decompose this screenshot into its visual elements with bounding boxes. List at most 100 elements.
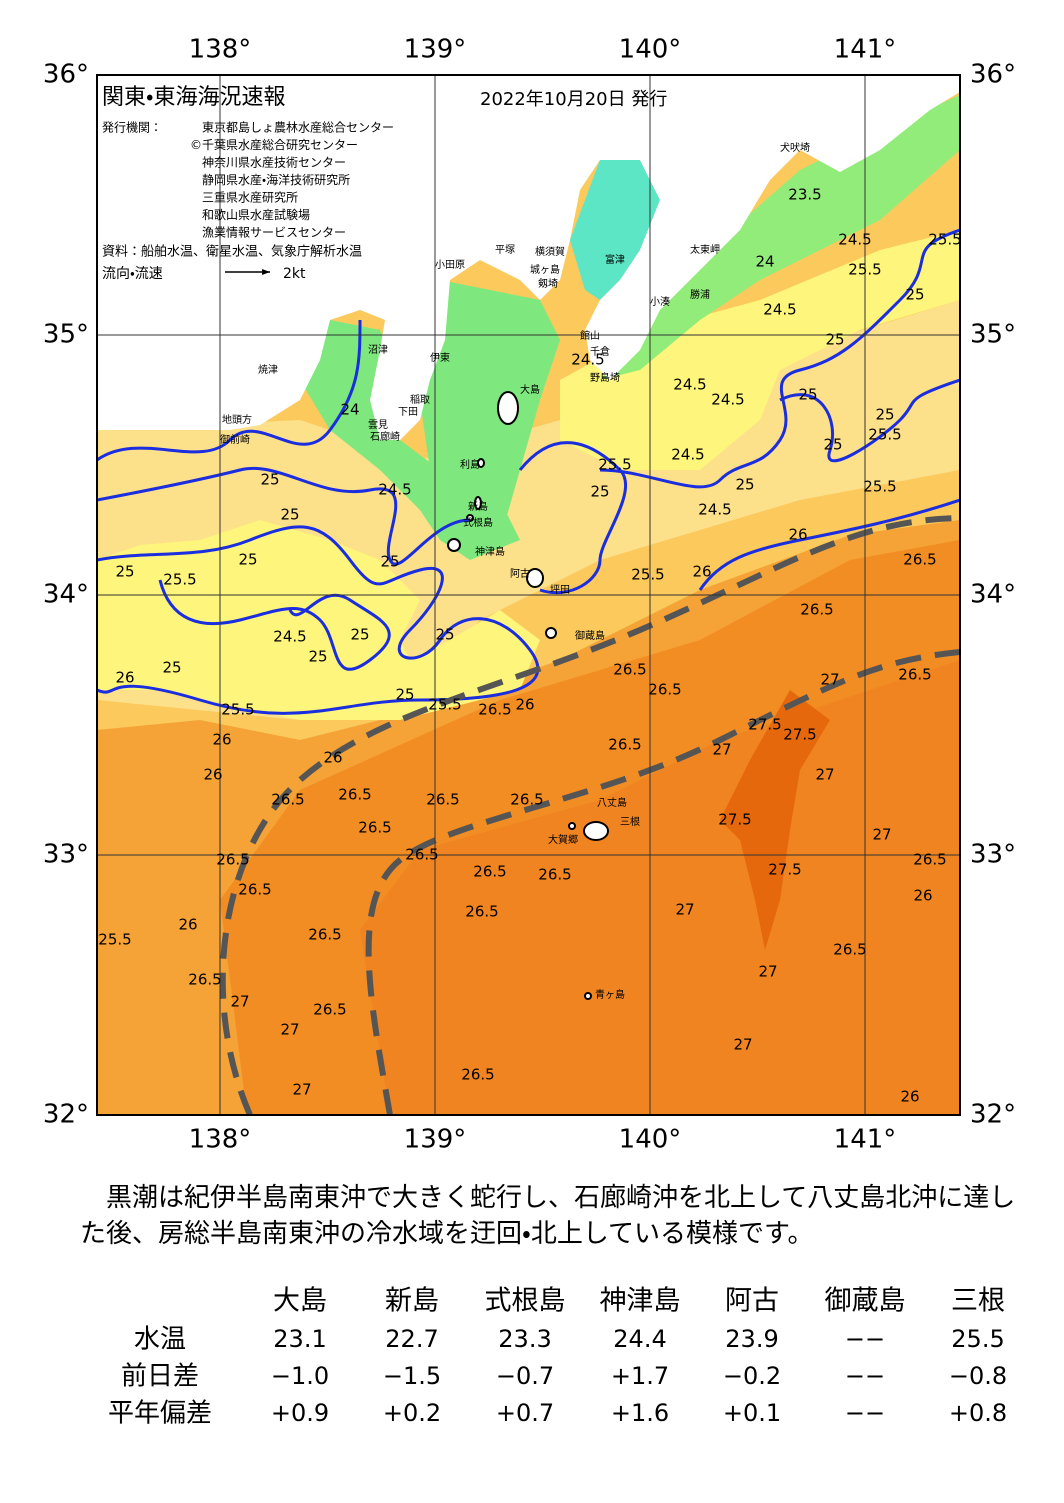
contour-label: 24	[340, 401, 359, 419]
table-cell: 22.7	[385, 1325, 438, 1353]
row-label: 水温	[134, 1325, 186, 1355]
place-name: 館山	[580, 329, 600, 342]
contour-label: 26.5	[313, 1001, 346, 1019]
place-name: 御前崎	[220, 433, 250, 446]
table-cell: 25.5	[951, 1325, 1004, 1353]
contour-label: 24.5	[763, 301, 796, 319]
map-frame	[96, 74, 961, 1116]
place-name: 御蔵島	[575, 629, 605, 642]
contour-label: 24.5	[698, 501, 731, 519]
table-cell: −0.2	[723, 1362, 781, 1390]
place-name: 雲見	[368, 419, 388, 431]
contour-label: 27.5	[718, 811, 751, 829]
contour-label: 26.5	[898, 666, 931, 684]
island	[474, 496, 482, 510]
lat-label: 32°	[970, 1100, 1016, 1130]
contour-label: 26.5	[465, 903, 498, 921]
contour-label: 27	[675, 901, 694, 919]
contour-label: 25.5	[98, 931, 131, 949]
place-name: 平塚	[495, 244, 515, 256]
contour-label: 26.5	[833, 941, 866, 959]
contour-label: 24.5	[378, 481, 411, 499]
contour-label: 26.5	[613, 661, 646, 679]
contour-label: 25.5	[863, 478, 896, 496]
contour-line	[518, 441, 628, 595]
sea-zone-green	[600, 95, 960, 380]
place-name: 八丈島	[597, 796, 627, 809]
contour-label: 25	[350, 626, 369, 644]
contour-label: 25	[825, 331, 844, 349]
island	[584, 992, 592, 1000]
place-name: 新島	[468, 500, 488, 513]
island	[583, 821, 609, 841]
contour-label: 26	[515, 696, 534, 714]
table-cell: +0.1	[723, 1399, 781, 1427]
contour-line	[698, 498, 960, 591]
contour-label: 27	[815, 766, 834, 784]
contour-label: 25	[162, 659, 181, 677]
contour-label: 24.5	[671, 446, 704, 464]
contour-label: 26.5	[903, 551, 936, 569]
contour-label: 26.5	[473, 863, 506, 881]
contour-label: 26.5	[913, 851, 946, 869]
contour-line	[158, 579, 391, 671]
island	[477, 458, 485, 468]
contour-label: 25.5	[163, 571, 196, 589]
place-name: 式根島	[463, 516, 493, 529]
contour-label: 27.5	[768, 861, 801, 879]
table-cell: +1.7	[611, 1362, 669, 1390]
contour-label: 25	[238, 551, 257, 569]
contour-label: 24.5	[673, 376, 706, 394]
place-name: 横須賀	[535, 245, 565, 258]
contour-label: 24	[755, 253, 774, 271]
contour-label: 25	[798, 386, 817, 404]
contour-label: 25	[395, 686, 414, 704]
table-cell: 23.3	[498, 1325, 551, 1353]
table-header: 大島	[273, 1286, 327, 1317]
sea-zone-cyan	[570, 160, 660, 300]
contour-label: 26.5	[308, 926, 341, 944]
contour-label: 26.5	[800, 601, 833, 619]
lat-label: 33°	[970, 840, 1016, 870]
map-title: 関東・東海海況速報	[102, 85, 285, 110]
contour-line	[97, 525, 540, 715]
contour-label: 26.5	[648, 681, 681, 699]
sea-zone-hot	[720, 690, 830, 950]
contour-label: 27	[733, 1036, 752, 1054]
summary-text: 黒潮は紀伊半島南東沖で大きく蛇行し、石廊崎沖を北上して八丈島北沖に達した後、房総…	[80, 1183, 1016, 1249]
contour-label: 25	[260, 471, 279, 489]
issue-date: 2022年10月20日 発行	[480, 89, 667, 110]
lat-label: 35°	[970, 320, 1016, 350]
table-cell: 23.1	[273, 1325, 326, 1353]
issuer-label: 発行機関：	[102, 121, 162, 135]
contour-label: 26	[692, 563, 711, 581]
lon-label: 141°	[834, 35, 897, 65]
sea-zone-yellow	[560, 230, 960, 470]
contour-line	[97, 319, 362, 462]
place-name: 稲取	[410, 394, 430, 406]
place-name: 大島	[520, 383, 540, 396]
contour-label: 25.5	[928, 231, 961, 249]
table-header: 式根島	[485, 1286, 566, 1317]
table-cell: −−	[845, 1325, 885, 1353]
place-name: 小田原	[435, 259, 465, 271]
sea-zone-deep	[360, 660, 960, 1115]
contour-line	[599, 228, 960, 489]
place-name: 焼津	[258, 364, 278, 376]
data-sources: 資料：船舶水温、衛星水温、気象庁解析水温	[102, 244, 362, 260]
contour-label: 26	[203, 766, 222, 784]
place-name: 下田	[398, 407, 418, 418]
contour-label: 26	[788, 526, 807, 544]
contour-label: 25.5	[848, 261, 881, 279]
land	[97, 75, 960, 440]
contour-label: 26	[323, 749, 342, 767]
place-name: 千倉	[590, 346, 610, 358]
place-name: 青ヶ島	[595, 988, 625, 1001]
legend-scale: 2kt	[283, 266, 306, 282]
table-cell: +0.8	[949, 1399, 1007, 1427]
contour-label: 26.5	[510, 791, 543, 809]
contour-label: 26	[913, 887, 932, 905]
lon-label: 139°	[404, 35, 467, 65]
